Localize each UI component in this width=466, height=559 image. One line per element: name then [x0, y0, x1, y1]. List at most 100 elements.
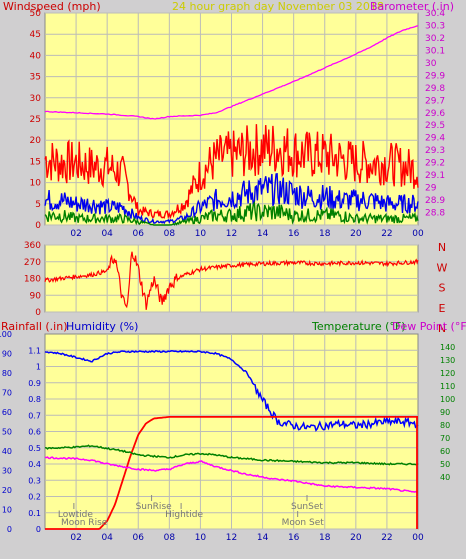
humidity-tick: 100 — [0, 330, 12, 339]
rain-tick: 0.5 — [28, 444, 41, 453]
rain-tick: 0.1 — [28, 509, 41, 518]
humidity-tick: 80 — [2, 369, 12, 378]
windspeed-tick: 10 — [30, 179, 42, 189]
temperature-f-line — [44, 444, 419, 466]
temperature-tick: 40 — [440, 473, 450, 482]
graph-title: 24 hour graph day November 03 2018 — [172, 0, 384, 13]
direction-letter: N — [438, 241, 446, 254]
humidity-tick: 40 — [2, 447, 12, 456]
rain-tick: 0.7 — [28, 411, 41, 420]
wind-x-tick: 20 — [350, 229, 362, 239]
dewpoint-axis-title: Dew Point (°F) — [392, 320, 466, 333]
bottom-x-tick: 10 — [195, 533, 207, 543]
humidity-tick: 20 — [2, 486, 12, 495]
rain-tick: 0.6 — [28, 428, 41, 437]
humidity-tick: 90 — [2, 350, 12, 359]
bottom-x-tick: 22 — [381, 533, 392, 543]
windspeed-tick: 45 — [30, 30, 41, 40]
barometer-line — [44, 25, 419, 120]
annotation-label: Lowtide — [58, 510, 93, 520]
barometer-tick: 29.3 — [425, 146, 445, 156]
annotation-label: Hightide — [165, 510, 203, 520]
windspeed-tick: 20 — [30, 136, 42, 146]
barometer-tick: 30 — [425, 59, 437, 69]
wind-average-line — [44, 172, 419, 225]
direction-letter: E — [439, 302, 446, 315]
temperature-axis-title: Temperature (°F) — [311, 320, 406, 333]
temperature-tick: 140 — [440, 343, 455, 352]
windspeed-tick: 0 — [35, 221, 41, 231]
series-lines — [44, 25, 419, 530]
windspeed-tick: 25 — [30, 115, 41, 125]
temperature-tick: 110 — [440, 382, 455, 391]
windspeed-axis-title: Windspeed (mph) — [3, 0, 101, 13]
barometer-tick: 30.3 — [425, 21, 445, 31]
humidity-tick: 30 — [2, 467, 12, 476]
direction-tick: 270 — [24, 258, 41, 268]
wind-x-tick: 08 — [164, 229, 176, 239]
rain-tick: 0.2 — [28, 493, 41, 502]
bottom-x-tick: 02 — [70, 533, 81, 543]
wind-x-tick: 04 — [101, 229, 113, 239]
temperature-tick: 60 — [440, 447, 450, 456]
humidity-tick: 50 — [2, 428, 12, 437]
temperature-tick: 120 — [440, 369, 455, 378]
humidity-line — [44, 349, 419, 432]
wind-x-tick: 06 — [133, 229, 145, 239]
direction-letter: S — [439, 282, 446, 295]
wind-low-line — [44, 200, 419, 226]
humidity-tick: 70 — [2, 389, 12, 398]
temperature-tick: 90 — [440, 408, 450, 417]
wind-x-tick: 02 — [70, 229, 81, 239]
bottom-x-tick: 00 — [412, 533, 424, 543]
direction-letter: W — [437, 261, 448, 274]
bottom-x-tick: 08 — [164, 533, 176, 543]
temperature-tick: 100 — [440, 395, 455, 404]
humidity-axis-title: Humidity (%) — [66, 320, 138, 333]
bottom-x-tick: 16 — [288, 533, 300, 543]
barometer-tick: 29.6 — [425, 109, 445, 119]
rain-tick: 1 — [36, 363, 41, 372]
rainfall-in-line — [45, 416, 418, 530]
temperature-tick: 130 — [440, 356, 455, 365]
barometer-axis-title: Barometer (.in) — [370, 0, 454, 13]
temperature-tick: 70 — [440, 434, 450, 443]
temperature-tick: 50 — [440, 460, 450, 469]
rain-tick: 0.3 — [28, 476, 41, 485]
bottom-x-tick: 06 — [133, 533, 145, 543]
direction-letter: N — [438, 322, 446, 335]
bottom-x-tick: 20 — [350, 533, 362, 543]
wind-x-tick: 22 — [381, 229, 392, 239]
bottom-x-tick: 12 — [226, 533, 237, 543]
rainfall-axis-title: Rainfall (.in) — [1, 320, 68, 333]
wind-gust-line — [44, 124, 419, 220]
barometer-tick: 30.2 — [425, 34, 445, 44]
windspeed-tick: 35 — [30, 73, 41, 83]
wind-x-tick: 12 — [226, 229, 237, 239]
dew-point-f-line — [44, 456, 419, 494]
barometer-tick: 28.9 — [425, 196, 445, 206]
humidity-tick: 0 — [7, 525, 12, 534]
humidity-tick: 10 — [2, 506, 12, 515]
wind-x-tick: 10 — [195, 229, 207, 239]
rain-tick: 1.1 — [28, 346, 41, 355]
windspeed-tick: 30 — [30, 94, 42, 104]
annotation-label: SunSet — [291, 502, 323, 512]
rain-tick: 0.9 — [28, 379, 41, 388]
direction-line — [44, 251, 419, 310]
direction-tick: 90 — [30, 291, 42, 301]
axis-labels: 0510152025303540455028.828.92929.129.229… — [0, 9, 455, 543]
rain-tick: 0.4 — [28, 460, 41, 469]
direction-tick: 0 — [35, 308, 41, 318]
barometer-tick: 29.9 — [425, 71, 445, 81]
temperature-tick: 80 — [440, 421, 450, 430]
windspeed-tick: 5 — [35, 200, 41, 210]
rain-tick: 0.8 — [28, 395, 41, 404]
rain-tick: 0 — [36, 525, 41, 534]
annotation-label: Moon Set — [282, 518, 325, 528]
barometer-tick: 28.8 — [425, 209, 445, 219]
barometer-tick: 29.4 — [425, 134, 445, 144]
wind-x-tick: 00 — [412, 229, 424, 239]
direction-tick: 360 — [24, 241, 41, 251]
